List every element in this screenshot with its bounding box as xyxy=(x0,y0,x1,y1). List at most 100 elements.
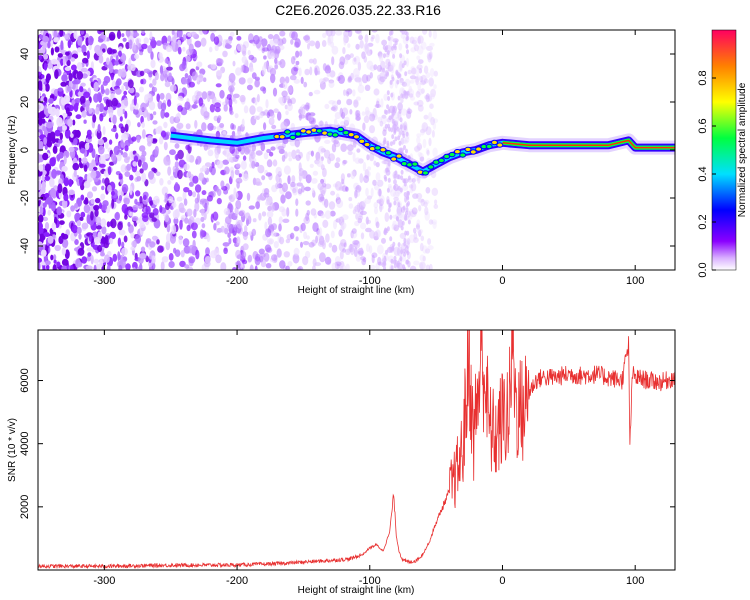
noise-speckle xyxy=(248,205,255,210)
noise-speckle xyxy=(93,237,101,245)
noise-speckle xyxy=(214,44,219,52)
noise-speckle xyxy=(244,225,248,233)
spectrogram-y-tick-label: -40 xyxy=(19,238,31,254)
noise-speckle xyxy=(377,179,384,187)
noise-speckle xyxy=(428,112,433,122)
noise-speckle xyxy=(361,51,366,60)
noise-speckle xyxy=(396,216,400,222)
noise-speckle xyxy=(40,227,44,234)
noise-speckle xyxy=(393,173,397,179)
noise-speckle xyxy=(66,86,72,92)
noise-speckle xyxy=(384,176,388,182)
noise-speckle xyxy=(206,234,211,243)
noise-speckle xyxy=(353,139,357,148)
noise-speckle xyxy=(108,112,114,118)
noise-speckle xyxy=(406,259,410,265)
noise-speckle xyxy=(204,145,208,151)
noise-speckle xyxy=(215,130,221,139)
noise-speckle xyxy=(404,78,411,87)
noise-speckle xyxy=(390,258,394,264)
noise-speckle xyxy=(132,261,138,270)
noise-speckle xyxy=(352,57,357,65)
noise-speckle xyxy=(107,166,112,176)
noise-speckle xyxy=(215,70,223,76)
noise-speckle xyxy=(416,88,424,95)
noise-speckle xyxy=(422,255,426,262)
noise-speckle xyxy=(128,39,133,50)
noise-speckle xyxy=(393,263,397,269)
noise-speckle xyxy=(202,30,207,35)
noise-speckle xyxy=(263,122,267,131)
noise-speckle xyxy=(434,199,438,205)
spectrogram-x-tick-label: -300 xyxy=(93,275,115,287)
noise-speckle xyxy=(398,140,402,146)
noise-speckle xyxy=(379,202,383,213)
noise-speckle xyxy=(58,151,64,159)
noise-speckle xyxy=(404,90,408,96)
noise-speckle xyxy=(365,216,369,225)
noise-speckle xyxy=(401,130,405,136)
noise-speckle xyxy=(389,214,393,220)
noise-speckle xyxy=(38,140,42,149)
noise-speckle xyxy=(176,196,183,202)
noise-speckle xyxy=(86,129,92,137)
noise-speckle xyxy=(407,107,411,114)
noise-speckle xyxy=(287,175,291,185)
noise-speckle xyxy=(41,181,46,190)
noise-speckle xyxy=(191,230,197,239)
noise-speckle xyxy=(62,125,67,131)
noise-speckle xyxy=(386,50,390,56)
ridge-blob xyxy=(395,153,403,159)
noise-speckle xyxy=(83,51,87,56)
noise-speckle xyxy=(393,255,397,261)
noise-speckle xyxy=(198,97,204,107)
noise-speckle xyxy=(195,155,202,165)
noise-speckle xyxy=(84,197,89,205)
noise-speckle xyxy=(415,76,419,86)
noise-speckle xyxy=(219,89,225,99)
noise-speckle xyxy=(44,163,52,172)
noise-speckle xyxy=(227,222,232,229)
noise-speckle xyxy=(411,207,418,215)
noise-speckle xyxy=(380,60,386,71)
noise-speckle xyxy=(287,261,293,267)
ridge-blob xyxy=(491,139,498,146)
noise-speckle xyxy=(188,189,193,197)
noise-speckle xyxy=(356,148,361,153)
noise-speckle xyxy=(156,93,160,102)
noise-speckle xyxy=(405,240,410,249)
noise-speckle xyxy=(77,47,82,53)
noise-speckle xyxy=(215,83,222,88)
noise-speckle xyxy=(381,114,387,119)
noise-speckle xyxy=(386,226,390,232)
snr-background xyxy=(38,330,675,570)
snr-x-tick-label: -100 xyxy=(359,575,381,587)
snr-y-tick-label: 2000 xyxy=(19,495,31,519)
noise-speckle xyxy=(401,220,405,226)
noise-speckle xyxy=(83,119,87,124)
noise-speckle xyxy=(223,104,228,112)
noise-speckle xyxy=(74,239,79,245)
noise-speckle xyxy=(295,50,300,58)
noise-speckle xyxy=(316,158,324,168)
noise-speckle xyxy=(38,104,41,110)
noise-speckle xyxy=(84,100,91,107)
noise-speckle xyxy=(164,73,168,83)
ridge-blob xyxy=(384,150,392,156)
noise-speckle xyxy=(106,264,111,270)
noise-speckle xyxy=(277,111,282,121)
noise-speckle xyxy=(423,201,428,208)
noise-speckle xyxy=(63,177,69,187)
noise-speckle xyxy=(79,216,84,221)
noise-speckle xyxy=(306,151,310,162)
noise-speckle xyxy=(67,118,73,127)
noise-speckle xyxy=(60,97,66,106)
noise-speckle xyxy=(177,105,183,112)
noise-speckle xyxy=(410,95,415,101)
noise-speckle xyxy=(81,256,88,264)
noise-speckle xyxy=(61,165,68,172)
noise-speckle xyxy=(431,187,439,196)
noise-speckle xyxy=(199,229,204,239)
noise-speckle xyxy=(322,63,327,71)
